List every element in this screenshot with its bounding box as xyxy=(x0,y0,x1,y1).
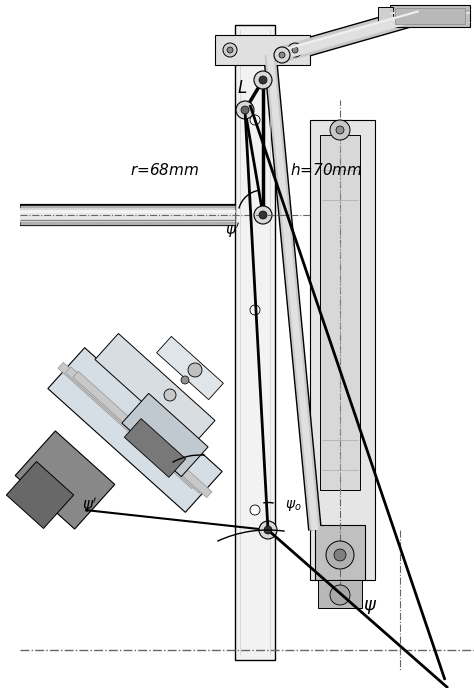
Text: $r$=68mm: $r$=68mm xyxy=(130,162,199,178)
Circle shape xyxy=(181,376,189,384)
Circle shape xyxy=(336,126,344,134)
Circle shape xyxy=(188,363,202,377)
Circle shape xyxy=(241,106,249,114)
Circle shape xyxy=(279,52,285,58)
Circle shape xyxy=(259,211,267,219)
Polygon shape xyxy=(73,372,212,497)
Circle shape xyxy=(164,389,176,401)
Circle shape xyxy=(254,206,272,224)
Polygon shape xyxy=(48,347,222,513)
Bar xyxy=(378,7,393,21)
Polygon shape xyxy=(124,418,186,477)
Circle shape xyxy=(236,101,254,119)
Text: $\psi$: $\psi$ xyxy=(363,598,377,616)
Bar xyxy=(318,580,362,608)
Polygon shape xyxy=(15,431,115,529)
Circle shape xyxy=(330,585,350,605)
Circle shape xyxy=(227,47,233,53)
Polygon shape xyxy=(58,363,197,488)
Circle shape xyxy=(254,71,272,89)
Circle shape xyxy=(259,521,277,539)
Polygon shape xyxy=(95,334,215,447)
Polygon shape xyxy=(156,336,223,400)
Polygon shape xyxy=(122,394,208,477)
Text: $\psi_o$: $\psi_o$ xyxy=(285,498,301,513)
Circle shape xyxy=(259,76,267,84)
Circle shape xyxy=(274,47,290,63)
Bar xyxy=(395,8,465,24)
Bar xyxy=(310,120,375,580)
Circle shape xyxy=(250,505,260,515)
Text: $h$=70mm: $h$=70mm xyxy=(290,162,363,178)
Circle shape xyxy=(250,115,260,125)
Bar xyxy=(235,25,275,660)
Circle shape xyxy=(264,526,272,534)
Bar xyxy=(320,135,360,490)
Circle shape xyxy=(223,43,237,57)
Circle shape xyxy=(334,549,346,561)
Polygon shape xyxy=(65,367,205,493)
Polygon shape xyxy=(6,462,73,528)
Polygon shape xyxy=(390,5,470,27)
Circle shape xyxy=(326,541,354,569)
Bar xyxy=(215,35,310,65)
Circle shape xyxy=(250,305,260,315)
Bar xyxy=(315,525,365,580)
Circle shape xyxy=(330,120,350,140)
Text: $L$: $L$ xyxy=(237,79,247,97)
Circle shape xyxy=(288,43,302,57)
Text: $\psi'$: $\psi'$ xyxy=(82,495,98,515)
Circle shape xyxy=(292,47,298,53)
Text: $\psi'$: $\psi'$ xyxy=(225,220,241,240)
